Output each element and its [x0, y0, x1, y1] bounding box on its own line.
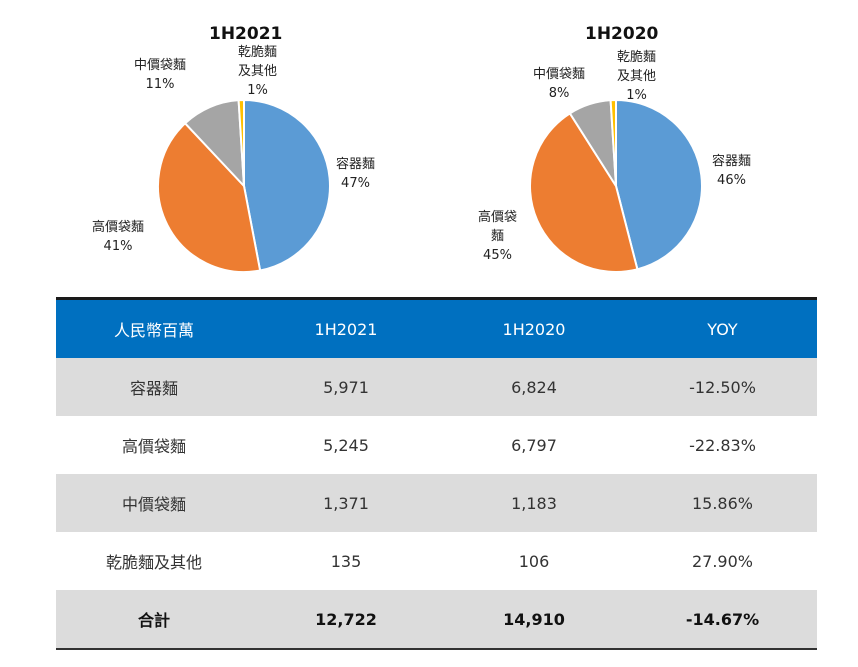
table-header-row: 人民幣百萬 1H2021 1H2020 YOY [56, 297, 817, 358]
header-1h2020: 1H2020 [440, 297, 628, 358]
pie-slice-snack-and-others [237, 98, 245, 187]
header-1h2021: 1H2021 [252, 297, 440, 358]
row-1h2021: 5,245 [323, 435, 369, 455]
total-1h2020: 14,910 [440, 590, 628, 650]
table-row: 容器麵 5,971 6,824 -12.50% [56, 358, 817, 416]
header-unit: 人民幣百萬 [56, 297, 252, 358]
table-total-row: 合計 12,722 14,910 -14.67% [56, 590, 817, 650]
row-category: 高價袋麵 [121, 437, 186, 456]
row-yoy: -22.83% [689, 435, 756, 455]
pie-slice-premium-bag-noodle [157, 121, 262, 273]
pie-label-premium-bag-2021: 高價袋麵 41% [92, 220, 145, 254]
pie-label-container-noodle-2020: 容器麵 46% [712, 154, 752, 188]
row-1h2021: 1,371 [252, 474, 440, 532]
row-1h2020: 6,824 [440, 358, 628, 416]
row-category: 乾脆麵及其他 [105, 553, 202, 572]
row-category: 容器麵 [56, 358, 252, 416]
row-category: 中價袋麵 [56, 474, 252, 532]
pie-label-snack-others-2021: 乾脆麵 及其他 1% [238, 45, 278, 98]
pie-slice-container-noodle [243, 98, 331, 272]
pie-label-snack-others-2020: 乾脆麵 及其他 1% [617, 50, 657, 103]
pie-label-container-noodle-2021: 容器麵 47% [336, 157, 376, 191]
pie-title-1h2020: 1H2020 [585, 24, 659, 44]
pie-title-1h2021: 1H2021 [209, 24, 283, 44]
total-1h2021: 12,722 [252, 590, 440, 650]
pie-label-midprice-bag-2020: 中價袋麵 8% [533, 67, 586, 101]
table-row: 中價袋麵 1,371 1,183 15.86% [56, 474, 817, 532]
row-1h2021: 5,971 [252, 358, 440, 416]
table-row: 乾脆麵及其他 135 106 27.90% [56, 532, 817, 590]
row-1h2021: 135 [330, 551, 362, 571]
pie-slice-premium-bag-noodle [529, 112, 639, 273]
row-1h2020: 106 [518, 551, 550, 571]
total-label: 合計 [56, 590, 252, 650]
table-row: 高價袋麵 5,245 6,797 -22.83% [56, 416, 817, 474]
row-yoy: -12.50% [628, 358, 817, 416]
pie-label-premium-bag-2020: 高價袋 麵 45% [478, 210, 518, 263]
row-1h2020: 1,183 [440, 474, 628, 532]
row-yoy: 27.90% [691, 551, 753, 571]
sales-table: 人民幣百萬 1H2021 1H2020 YOY 容器麵 5,971 6,824 … [56, 297, 817, 650]
pie-chart-1h2020 [529, 98, 703, 273]
pie-label-midprice-bag-2021: 中價袋麵 11% [134, 58, 187, 92]
pie-chart-1h2021 [157, 98, 331, 273]
total-yoy: -14.67% [628, 590, 817, 650]
header-yoy: YOY [628, 297, 817, 358]
row-1h2020: 6,797 [511, 435, 557, 455]
pie-slice-container-noodle [615, 98, 703, 271]
pie-slice-snack-and-others [609, 98, 617, 187]
row-yoy: 15.86% [628, 474, 817, 532]
